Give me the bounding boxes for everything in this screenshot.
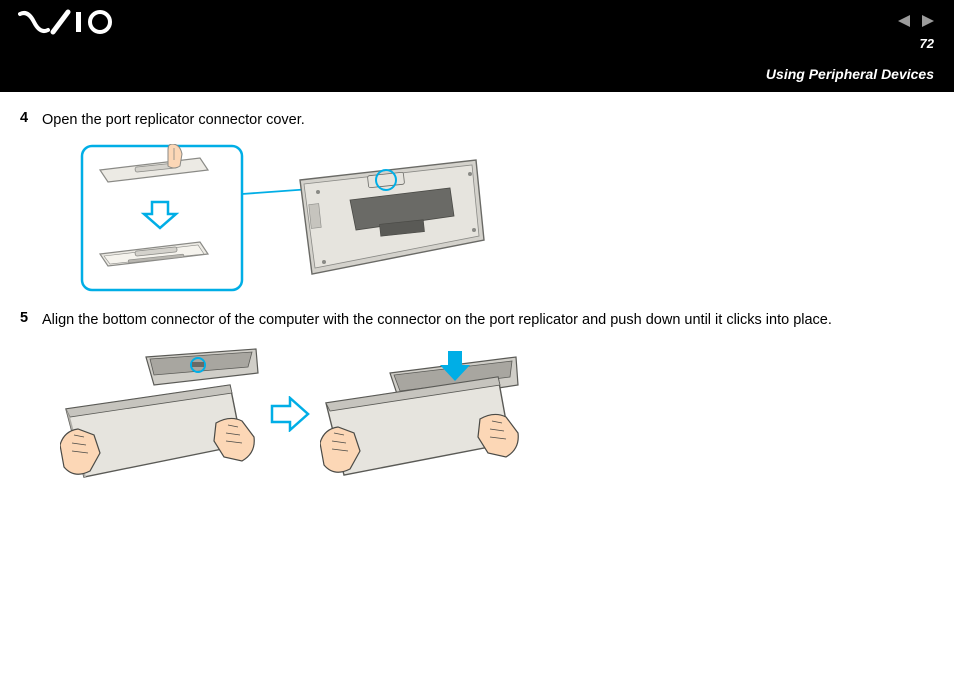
- vaio-logo: [18, 8, 138, 40]
- arrow-right-icon: [270, 396, 310, 432]
- nav-next-icon[interactable]: [920, 14, 936, 28]
- step-4: 4 Open the port replicator connector cov…: [20, 110, 934, 130]
- page-number: 72: [920, 36, 934, 51]
- figure-cover-open: [80, 144, 485, 292]
- step-5: 5 Align the bottom connector of the comp…: [20, 310, 934, 330]
- figure-step4: [80, 144, 934, 292]
- step-text: Align the bottom connector of the comput…: [42, 310, 832, 330]
- nav-arrows: [896, 14, 936, 28]
- step-text: Open the port replicator connector cover…: [42, 110, 305, 130]
- nav-prev-icon[interactable]: [896, 14, 912, 28]
- figure-align-after: VAIO: [320, 345, 520, 483]
- step-number: 5: [20, 310, 42, 326]
- step-number: 4: [20, 110, 42, 126]
- section-title: Using Peripheral Devices: [766, 66, 934, 82]
- figure-align-before: VAIO: [60, 345, 260, 483]
- header-bar: 72 Using Peripheral Devices: [0, 0, 954, 92]
- content-area: 4 Open the port replicator connector cov…: [0, 92, 954, 519]
- figure-step5: VAIO VAIO: [60, 345, 934, 483]
